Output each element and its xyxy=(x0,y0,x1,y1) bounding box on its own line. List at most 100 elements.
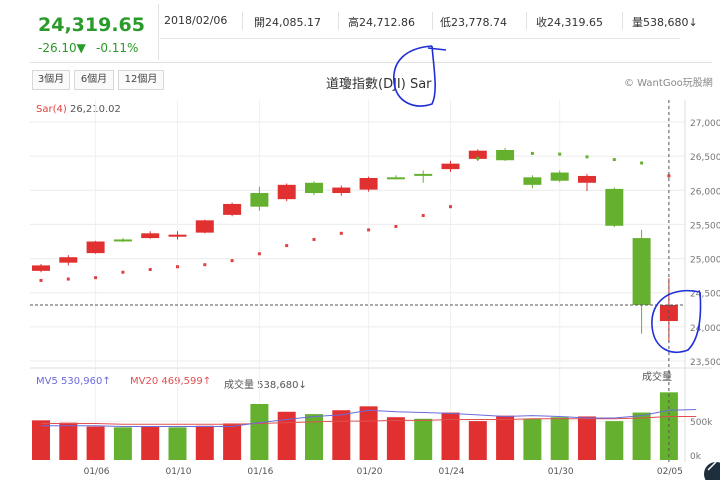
sar-dot xyxy=(257,252,261,256)
sar-dot xyxy=(148,267,152,271)
hand-annotation xyxy=(393,45,447,107)
stat-date: 2018/02/06 xyxy=(164,14,228,27)
volume-bar xyxy=(86,426,105,460)
candle-body xyxy=(250,193,269,207)
range-3m-button[interactable]: 3個月 xyxy=(32,70,70,90)
volume-bar xyxy=(141,426,160,460)
volume-bar xyxy=(113,427,132,460)
volume-bar xyxy=(578,416,596,460)
stat-divider xyxy=(242,12,243,30)
range-6m-button[interactable]: 6個月 xyxy=(74,70,114,90)
candle-body xyxy=(86,241,105,254)
stat-divider xyxy=(338,12,339,30)
volume-bar xyxy=(632,412,651,460)
volume-bar xyxy=(441,412,460,460)
volume-axis-title: 成交量 xyxy=(642,370,672,383)
candle-body xyxy=(578,175,596,183)
price-change-pct: -0.11% xyxy=(96,41,139,55)
candle-body xyxy=(605,188,624,226)
candle-body xyxy=(659,305,678,322)
volume-bar xyxy=(468,421,487,460)
candle-body xyxy=(277,184,296,200)
stat-high: 高24,712.86 xyxy=(348,16,415,29)
x-tick-label: 02/05 xyxy=(657,467,683,477)
volume-bar xyxy=(414,418,433,460)
corner-icon xyxy=(704,462,720,480)
price-change: -26.10▼ xyxy=(38,41,86,55)
sar-dot xyxy=(39,278,43,282)
sar-dot xyxy=(94,276,98,280)
stat-open: 開24,085.17 xyxy=(254,16,321,29)
volume-bar xyxy=(59,422,78,460)
sar-dot xyxy=(285,244,289,248)
volume-bar xyxy=(305,414,323,460)
ohlc-stats-bar: 2018/02/06 開24,085.17 高24,712.86 低23,778… xyxy=(160,4,698,39)
sar-dot xyxy=(230,259,234,263)
mv5-legend: MV5 530,960↑ xyxy=(36,376,111,387)
last-price: 24,319.65 xyxy=(38,14,145,36)
stat-close: 收24,319.65 xyxy=(536,16,603,29)
candle-body xyxy=(468,150,487,159)
volume-bar xyxy=(250,404,269,460)
volume-bar xyxy=(195,425,214,460)
range-12m-button[interactable]: 12個月 xyxy=(118,70,164,90)
y-tick-label: 26,000 xyxy=(690,187,720,197)
candle-body xyxy=(195,220,214,233)
sar-dot xyxy=(612,158,616,162)
volume-tick-label: 500k xyxy=(690,418,713,428)
y-tick-label: 24,500 xyxy=(690,290,720,300)
y-tick-label: 25,000 xyxy=(690,256,720,266)
x-tick-label: 01/30 xyxy=(548,467,574,477)
volume-bar xyxy=(386,417,405,460)
candle-body xyxy=(386,177,405,180)
sar-dot xyxy=(66,277,70,281)
x-tick-label: 01/06 xyxy=(84,467,110,477)
chart-title: 道瓊指數(DJI) Sar xyxy=(326,77,432,92)
candle-body xyxy=(441,163,460,170)
sar-dot xyxy=(339,231,343,235)
candle-body xyxy=(414,173,433,176)
candle-body xyxy=(168,234,187,237)
x-tick-label: 01/20 xyxy=(357,467,383,477)
candle-body xyxy=(32,265,50,271)
sar-dot xyxy=(394,224,398,228)
candle-body xyxy=(632,238,651,306)
candle-body xyxy=(523,177,542,185)
sar-dot xyxy=(476,156,480,160)
volume-bar xyxy=(550,417,569,460)
candle-body xyxy=(332,187,351,194)
volume-bar xyxy=(605,421,624,460)
volume-legend: 成交量 538,680↓ xyxy=(224,380,307,391)
candle-body xyxy=(359,177,378,190)
sar-dot xyxy=(449,205,452,209)
volume-tick-label: 0k xyxy=(690,452,702,462)
volume-bar xyxy=(359,406,378,460)
sar-legend-name: Sar(4) xyxy=(36,104,67,115)
volume-bar xyxy=(168,427,187,460)
sar-dot xyxy=(558,152,562,156)
sar-dot xyxy=(121,270,125,274)
stat-volume: 量538,680↓ xyxy=(632,16,698,29)
sar-dot xyxy=(176,265,179,269)
y-tick-label: 23,500 xyxy=(690,358,720,368)
volume-bar xyxy=(223,423,242,460)
credit-text: © WantGoo玩股網 xyxy=(624,78,713,89)
stat-divider xyxy=(622,12,623,30)
volume-bar xyxy=(332,410,351,460)
volume-bar xyxy=(277,411,296,460)
y-tick-label: 27,000 xyxy=(690,119,720,129)
candle-body xyxy=(59,257,78,263)
sar-dot xyxy=(585,155,589,159)
sar-dot xyxy=(203,263,207,267)
x-tick-label: 01/24 xyxy=(439,467,465,477)
x-tick-label: 01/16 xyxy=(247,467,273,477)
sar-dot xyxy=(367,228,371,232)
sar-dot xyxy=(667,174,671,178)
stat-divider xyxy=(432,12,433,30)
y-tick-label: 25,500 xyxy=(690,221,720,231)
volume-bar xyxy=(32,420,50,460)
hand-annotation xyxy=(651,289,702,353)
mv20-line xyxy=(41,415,697,425)
candle-body xyxy=(550,172,569,181)
